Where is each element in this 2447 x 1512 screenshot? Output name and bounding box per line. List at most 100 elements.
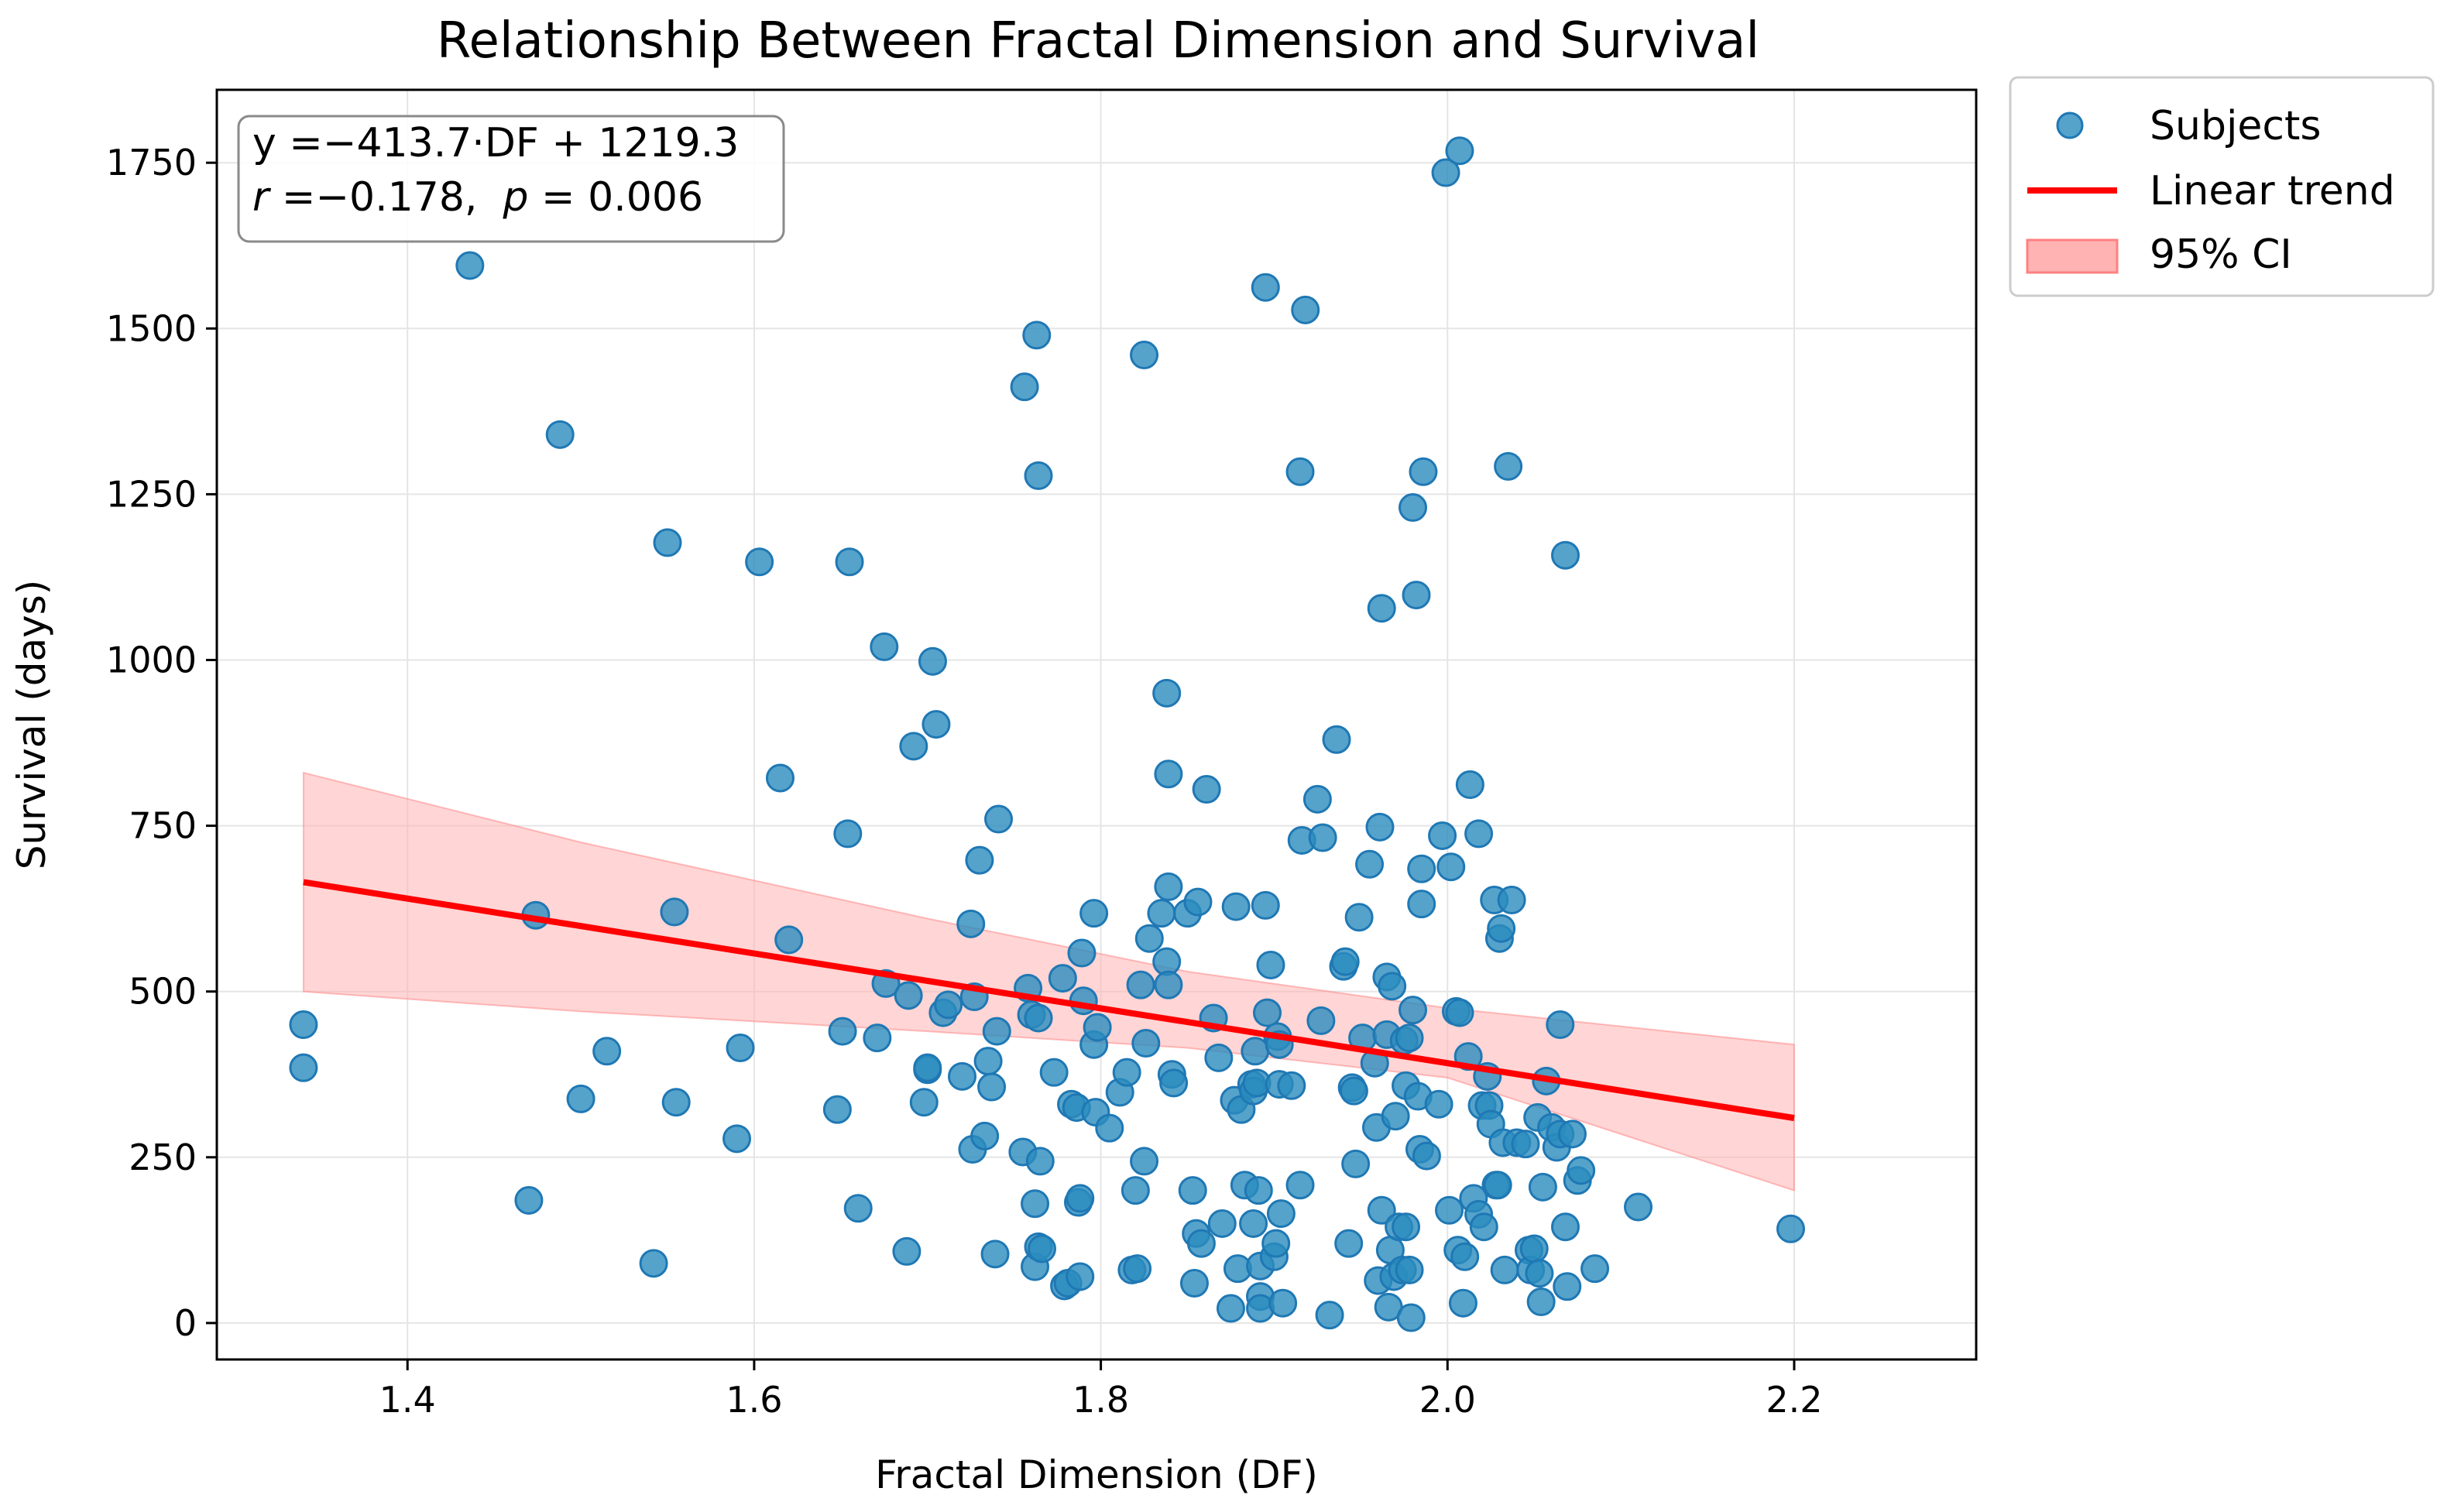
data-point bbox=[1252, 998, 1282, 1027]
data-point bbox=[1567, 1156, 1596, 1185]
plot-area bbox=[217, 90, 1976, 1359]
data-point bbox=[828, 1017, 857, 1046]
annotation-p-value: = 0.006 bbox=[529, 174, 704, 221]
data-point bbox=[1048, 964, 1077, 993]
data-point bbox=[1066, 1262, 1095, 1291]
data-point bbox=[1147, 899, 1176, 928]
data-point bbox=[1624, 1192, 1653, 1222]
data-point bbox=[1367, 594, 1396, 623]
y-axis-ticks: 0 250 500 750 1000 1250 1500 1750 bbox=[106, 142, 217, 1344]
data-point bbox=[1121, 1176, 1150, 1205]
data-point bbox=[1330, 947, 1360, 976]
data-point bbox=[1183, 887, 1213, 917]
data-point bbox=[822, 1095, 852, 1124]
data-point bbox=[592, 1037, 622, 1066]
data-point bbox=[1424, 1089, 1453, 1119]
data-point bbox=[765, 763, 795, 793]
data-point bbox=[1159, 1068, 1189, 1098]
regression-annotation: y =−413.7·DF + 1219.3 r =−0.178, p = 0.0… bbox=[237, 115, 785, 243]
x-tick-label: 2.2 bbox=[1766, 1379, 1822, 1421]
data-point bbox=[1412, 1141, 1441, 1171]
data-point bbox=[1580, 1254, 1610, 1284]
data-point bbox=[726, 1033, 755, 1062]
data-point bbox=[1344, 903, 1374, 932]
data-point bbox=[1487, 914, 1516, 943]
y-tick-label: 1000 bbox=[106, 639, 197, 681]
data-point bbox=[1131, 1028, 1161, 1058]
legend-label-ci: 95% CI bbox=[2150, 231, 2292, 278]
data-point bbox=[1519, 1234, 1549, 1263]
data-point bbox=[1365, 812, 1395, 842]
data-point bbox=[956, 909, 986, 938]
data-point bbox=[982, 1017, 1011, 1046]
data-point bbox=[973, 1047, 1003, 1076]
data-point bbox=[1024, 461, 1053, 490]
data-point bbox=[948, 1061, 977, 1091]
data-point bbox=[514, 1185, 544, 1215]
data-point bbox=[1776, 1214, 1805, 1243]
y-tick-label: 500 bbox=[129, 971, 197, 1013]
data-point bbox=[1095, 1113, 1124, 1143]
data-point bbox=[1285, 1171, 1315, 1200]
data-point bbox=[1306, 1006, 1336, 1035]
data-point bbox=[934, 990, 963, 1020]
data-point bbox=[1395, 1023, 1424, 1053]
data-point bbox=[1010, 372, 1039, 402]
data-point bbox=[843, 1194, 873, 1223]
data-point bbox=[1268, 1288, 1298, 1318]
y-tick-label: 250 bbox=[129, 1137, 197, 1178]
data-point bbox=[1402, 581, 1431, 610]
data-point bbox=[1027, 1234, 1056, 1263]
x-tick-label: 1.4 bbox=[379, 1379, 436, 1421]
x-axis-label: Fractal Dimension (DF) bbox=[875, 1452, 1318, 1497]
data-point bbox=[833, 819, 863, 849]
y-tick-label: 1750 bbox=[106, 142, 197, 183]
data-point bbox=[1526, 1287, 1556, 1316]
data-point bbox=[289, 1010, 318, 1040]
annotation-box bbox=[237, 115, 785, 243]
data-point bbox=[1395, 1255, 1424, 1284]
data-point bbox=[1192, 774, 1221, 804]
data-point bbox=[913, 1053, 942, 1082]
data-point bbox=[289, 1053, 318, 1082]
data-point bbox=[1409, 457, 1438, 486]
data-point bbox=[1494, 451, 1523, 481]
data-point bbox=[1381, 1102, 1410, 1131]
data-point bbox=[1550, 1212, 1580, 1242]
data-point bbox=[1244, 1176, 1273, 1205]
data-point bbox=[1251, 273, 1280, 302]
annotation-r-symbol: r bbox=[252, 174, 272, 221]
data-point bbox=[1490, 1255, 1519, 1284]
data-point bbox=[653, 528, 682, 557]
y-tick-label: 1500 bbox=[106, 307, 197, 349]
data-point bbox=[1302, 784, 1332, 814]
data-point bbox=[1557, 1119, 1587, 1149]
data-point bbox=[1407, 854, 1436, 883]
data-point bbox=[1261, 1229, 1291, 1258]
annotation-p-symbol: p bbox=[503, 174, 529, 221]
data-point bbox=[1039, 1058, 1069, 1087]
data-point bbox=[1239, 1209, 1268, 1238]
data-point bbox=[1241, 1037, 1270, 1066]
data-point bbox=[661, 1088, 691, 1117]
data-point bbox=[1448, 1288, 1477, 1318]
data-point bbox=[1546, 1010, 1575, 1040]
data-point bbox=[1396, 1303, 1426, 1332]
data-point bbox=[1550, 540, 1580, 570]
data-point bbox=[545, 420, 575, 449]
data-point bbox=[863, 1023, 892, 1053]
data-point bbox=[1553, 1272, 1582, 1301]
data-point bbox=[722, 1124, 752, 1154]
data-point bbox=[970, 1121, 1000, 1150]
data-point bbox=[774, 925, 804, 955]
data-point bbox=[1112, 1058, 1141, 1087]
grid-lines bbox=[217, 90, 1976, 1359]
data-point bbox=[1399, 996, 1428, 1025]
data-point bbox=[660, 897, 689, 927]
data-point bbox=[1152, 678, 1182, 708]
data-point bbox=[1469, 1212, 1498, 1242]
x-tick-label: 1.8 bbox=[1072, 1379, 1129, 1421]
data-point bbox=[1322, 725, 1351, 754]
data-point bbox=[1154, 970, 1183, 999]
data-point bbox=[909, 1088, 939, 1117]
